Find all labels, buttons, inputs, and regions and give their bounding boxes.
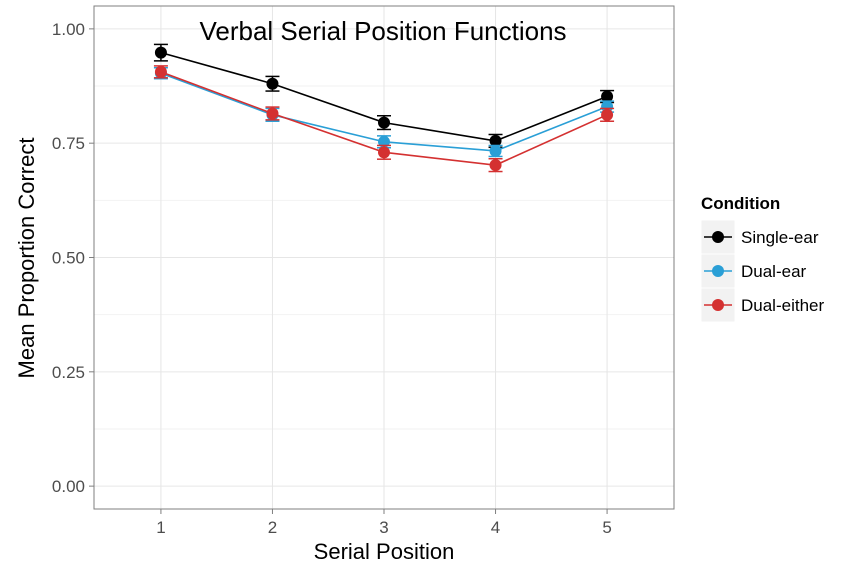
data-point-single-ear — [154, 46, 167, 59]
data-point-dual-either — [266, 107, 279, 120]
data-point-single-ear — [489, 134, 502, 147]
data-point-dual-either — [601, 108, 614, 121]
data-point-single-ear — [378, 116, 390, 129]
series-layer — [153, 43, 615, 173]
legend-point-dual-either — [712, 299, 724, 311]
data-point-dual-either — [154, 65, 167, 78]
x-tick-label: 4 — [491, 518, 500, 537]
x-tick-label: 5 — [602, 518, 611, 537]
axis-layer: 0.00 0.25 0.50 0.75 1.00 1 2 3 4 5 — [52, 20, 612, 537]
y-axis-title: Mean Proportion Correct — [14, 138, 39, 379]
data-point-dual-ear — [601, 100, 614, 113]
legend: Condition Single-ear Dual-ear Dual-either — [700, 194, 824, 323]
legend-label-single-ear: Single-ear — [741, 228, 819, 247]
data-point-single-ear — [266, 77, 279, 90]
legend-point-single-ear — [712, 231, 724, 243]
data-point-dual-either — [378, 146, 390, 159]
legend-label-dual-ear: Dual-ear — [741, 262, 807, 281]
data-point-single-ear — [601, 90, 614, 103]
y-tick-label: 0.25 — [52, 363, 85, 382]
chart-title: Verbal Serial Position Functions — [199, 16, 566, 46]
x-axis-title: Serial Position — [314, 539, 455, 564]
data-point-dual-ear — [489, 144, 502, 157]
legend-point-dual-ear — [712, 265, 724, 277]
y-tick-label: 0.00 — [52, 477, 85, 496]
grid-lines — [94, 6, 674, 509]
data-point-dual-either — [489, 159, 502, 172]
y-tick-label: 0.75 — [52, 134, 85, 153]
legend-item-single-ear: Single-ear — [700, 219, 819, 255]
legend-label-dual-either: Dual-either — [741, 296, 824, 315]
legend-title: Condition — [701, 194, 780, 213]
legend-items: Single-ear Dual-ear Dual-either — [700, 219, 824, 323]
y-tick-label: 1.00 — [52, 20, 85, 39]
legend-item-dual-either: Dual-either — [700, 287, 824, 323]
legend-item-dual-ear: Dual-ear — [700, 253, 807, 289]
y-tick-label: 0.50 — [52, 249, 85, 268]
x-tick-label: 2 — [268, 518, 277, 537]
x-tick-label: 1 — [156, 518, 165, 537]
x-tick-label: 3 — [379, 518, 388, 537]
series-dual-either — [153, 65, 615, 173]
